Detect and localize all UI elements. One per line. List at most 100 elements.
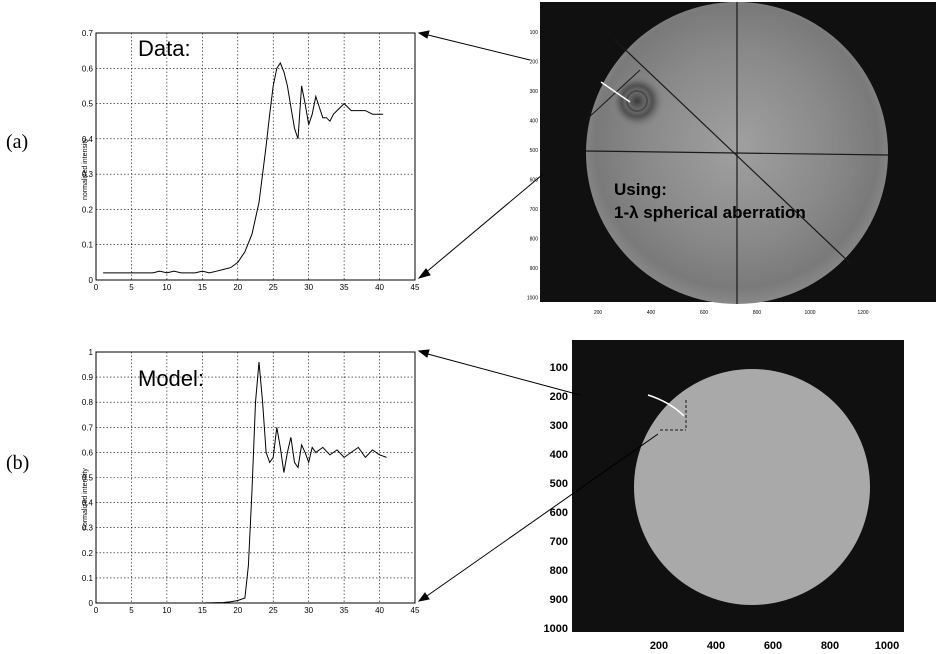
chartA-xtick-label: 25 <box>269 283 278 292</box>
image-b-ytick-label: 100 <box>550 362 568 374</box>
arrow-b-bottom-head <box>417 592 430 602</box>
arrow-a-top-head <box>417 30 430 39</box>
image-b: 100 200 300 400 500 600 700 800 900 1000 200 400 60… <box>544 340 904 652</box>
image-a-ytick-label: 1000 <box>527 296 538 302</box>
chartA-xtick-label: 20 <box>233 283 242 292</box>
image-a-ytick-label: 500 <box>530 148 539 154</box>
image-a-ytick-label: 200 <box>530 60 539 66</box>
chartB-ytick-label: 0.1 <box>82 574 94 583</box>
chartB-ytick-label: 0.6 <box>82 448 94 457</box>
image-a-ytick-label: 300 <box>530 89 539 95</box>
image-b-ytick-label: 700 <box>550 536 568 548</box>
chartB-ytick-label: 0.9 <box>82 373 94 382</box>
chartA-ytick-label: 0.7 <box>82 29 94 38</box>
image-a: Using: 1-λ spherical aberration 100 200 30… <box>527 2 936 316</box>
chartB-xtick-label: 25 <box>269 606 278 615</box>
image-b-xtick-label: 800 <box>821 640 839 652</box>
chartB-xtick-label: 20 <box>233 606 242 615</box>
chartA-xtick-label: 45 <box>411 283 420 292</box>
chartA-ytick-label: 0 <box>89 276 94 285</box>
chartA-ytick-label: 0.6 <box>82 64 94 73</box>
chartB-ytick-label: 0.8 <box>82 398 94 407</box>
image-a-overlay-line-2: 1-λ spherical aberration <box>614 203 806 222</box>
image-b-disk <box>634 369 870 605</box>
chartB-xtick-label: 30 <box>304 606 313 615</box>
image-b-ytick-label: 600 <box>550 507 568 519</box>
image-b-ytick-label: 1000 <box>544 623 568 635</box>
chart-b: 0 5 10 15 20 25 30 35 40 45 0 0.1 0.2 0.3 0.4 0.5 0.6 0.7… <box>82 348 420 615</box>
chartB-ytick-label: 0.5 <box>82 474 94 483</box>
chartB-ytick-label: 0.4 <box>82 499 94 508</box>
chart-b-series-line <box>96 361 387 604</box>
chart-a-frame <box>95 32 416 281</box>
image-a-ytick-label: 400 <box>530 119 539 125</box>
image-b-ytick-label: 200 <box>550 391 568 403</box>
image-a-xtick-label: 200 <box>594 310 603 316</box>
chartB-xtick-label: 10 <box>162 606 171 615</box>
chart-a-ylabel: normalized intensity <box>82 138 89 200</box>
image-b-ytick-label: 800 <box>550 565 568 577</box>
chartA-ytick-label: 0.2 <box>82 205 94 214</box>
chartB-ytick-label: 0.7 <box>82 423 94 432</box>
image-a-xtick-label: 800 <box>753 310 762 316</box>
chartB-xtick-label: 40 <box>375 606 384 615</box>
image-b-xtick-label: 600 <box>764 640 782 652</box>
image-a-xtick-label: 1200 <box>857 310 868 316</box>
image-a-ytick-label: 100 <box>530 30 539 36</box>
chart-a-series-line <box>103 61 384 274</box>
image-a-horizontal-line <box>585 150 889 156</box>
chart-a-annotation: Data: <box>138 36 191 61</box>
panel-label-b: (b) <box>6 452 29 474</box>
chartA-xtick-label: 5 <box>129 283 134 292</box>
image-a-short-line <box>585 69 641 121</box>
image-b-xtick-label: 200 <box>650 640 668 652</box>
image-b-ytick-label: 300 <box>550 420 568 432</box>
chartB-xtick-label: 45 <box>411 606 420 615</box>
chartB-ytick-label: 1 <box>89 348 94 357</box>
chartA-xtick-label: 40 <box>375 283 384 292</box>
image-a-ytick-label: 900 <box>530 266 539 272</box>
image-b-ytick-label: 500 <box>550 478 568 490</box>
chartB-xtick-label: 35 <box>340 606 349 615</box>
chartA-ytick-label: 0.3 <box>82 170 94 179</box>
image-a-ytick-label: 800 <box>530 237 539 243</box>
chartA-ytick-label: 0.1 <box>82 241 94 250</box>
chartB-ytick-label: 0.2 <box>82 549 94 558</box>
panel-label-a: (a) <box>6 131 28 153</box>
image-a-overlay-line-1: Using: <box>614 180 667 199</box>
chart-a: 0 5 10 15 20 25 30 35 40 45 0 0.1 0.2 0.3 0.4 0.5 0.6 0.7… <box>82 29 420 292</box>
image-b-ytick-label: 400 <box>550 449 568 461</box>
image-a-xtick-label: 1000 <box>804 310 815 316</box>
image-a-ytick-label: 600 <box>530 178 539 184</box>
connector-arrows <box>417 30 659 602</box>
arrow-a-bottom-head <box>417 268 431 279</box>
chartA-xtick-label: 30 <box>304 283 313 292</box>
arrow-b-top-head <box>417 349 430 358</box>
image-a-white-marker <box>600 81 631 103</box>
chartA-ytick-label: 0.5 <box>82 100 94 109</box>
chartB-xtick-label: 5 <box>129 606 134 615</box>
image-b-white-marker <box>647 394 685 417</box>
chart-b-ylabel: normalized intensity <box>82 468 89 530</box>
chartA-xtick-label: 15 <box>198 283 207 292</box>
arrow-a-bottom <box>423 174 543 275</box>
arrow-b-bottom <box>423 433 659 599</box>
chartA-ytick-label: 0.4 <box>82 135 94 144</box>
arrow-a-top <box>423 33 531 61</box>
image-a-xtick-label: 600 <box>700 310 709 316</box>
image-a-inner-ring <box>626 90 648 112</box>
chartB-ytick-label: 0.3 <box>82 524 94 533</box>
chartA-xtick-label: 0 <box>94 283 99 292</box>
image-a-diffraction-rings <box>609 73 665 129</box>
chart-b-annotation: Model: <box>138 366 204 391</box>
arrow-b-top <box>423 352 581 396</box>
image-b-xtick-label: 400 <box>707 640 725 652</box>
image-b-xtick-label: 1000 <box>875 640 899 652</box>
chartB-xtick-label: 0 <box>94 606 99 615</box>
image-b-ytick-label: 900 <box>550 594 568 606</box>
chartA-xtick-label: 35 <box>340 283 349 292</box>
chartB-ytick-label: 0 <box>89 599 94 608</box>
image-a-diagonal-line <box>613 38 852 265</box>
chartA-xtick-label: 10 <box>162 283 171 292</box>
